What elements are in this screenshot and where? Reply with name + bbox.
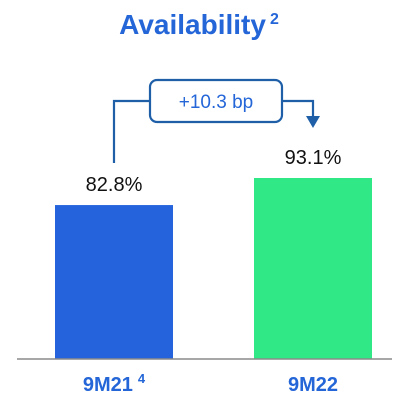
category-label-text: 9M21	[83, 374, 133, 396]
chart-title-superscript: 2	[270, 11, 279, 28]
delta-annotation: +10.3 bp	[112, 78, 320, 164]
value-labels: 82.8% 93.1%	[86, 147, 342, 196]
category-label-9m21: 9M21 4	[83, 371, 146, 396]
chart-title: Availability 2	[119, 9, 279, 40]
delta-box	[148, 78, 284, 124]
bar-9m21	[55, 205, 173, 359]
arrow-down-icon	[306, 116, 320, 128]
category-label-9m22: 9M22	[288, 374, 338, 396]
delta-connector-right	[282, 99, 315, 118]
value-label-9m21: 82.8%	[86, 174, 143, 196]
category-label-text: 9M22	[288, 374, 338, 396]
delta-label: +10.3 bp	[179, 92, 254, 113]
category-label-superscript: 4	[138, 371, 146, 386]
bar-9m22	[254, 178, 372, 359]
delta-connector-left	[112, 99, 150, 164]
bar-series	[55, 178, 372, 359]
chart-title-text: Availability	[119, 9, 266, 40]
category-labels: 9M21 4 9M22	[83, 371, 338, 396]
value-label-9m22: 93.1%	[285, 147, 342, 169]
